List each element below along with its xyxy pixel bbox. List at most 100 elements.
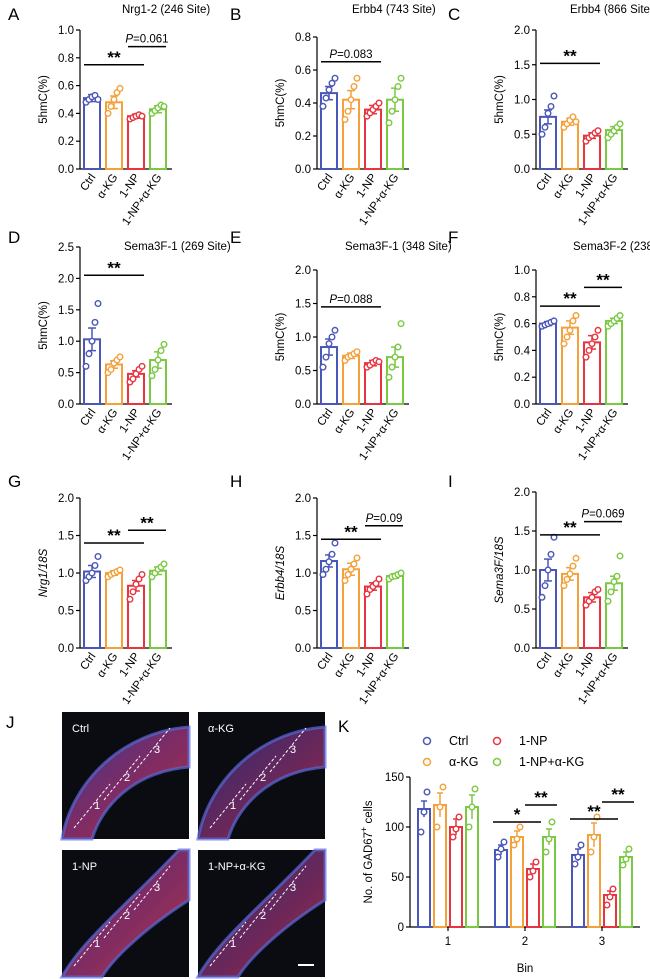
chart-title: Erbb4 (866 Site) bbox=[570, 4, 650, 16]
data-point bbox=[132, 580, 140, 588]
x-tick-label: Ctrl bbox=[534, 172, 554, 194]
y-tick-label: 0.5 bbox=[514, 129, 530, 141]
y-axis-label: Erbb4/18S bbox=[275, 546, 287, 601]
data-point bbox=[619, 861, 627, 869]
data-point bbox=[129, 375, 137, 383]
data-point bbox=[391, 353, 399, 361]
bar bbox=[605, 319, 623, 406]
bar bbox=[510, 836, 524, 928]
data-point bbox=[388, 107, 396, 115]
panel-label: A bbox=[8, 5, 20, 24]
significance-stars: ** bbox=[587, 802, 601, 821]
data-point bbox=[526, 873, 534, 881]
y-tick-label: 0.2 bbox=[514, 372, 530, 384]
y-tick-label: 0.5 bbox=[514, 604, 530, 616]
y-tick-label: 1.0 bbox=[295, 568, 311, 580]
data-point bbox=[138, 571, 146, 579]
data-point bbox=[610, 578, 618, 586]
y-axis-label: 5hmC(%) bbox=[275, 313, 287, 362]
data-point bbox=[160, 102, 168, 110]
chart-title: Nrg1-2 (246 Site) bbox=[122, 4, 210, 16]
y-axis-label: Nrg1/18S bbox=[38, 548, 50, 597]
y-tick-label: 1.5 bbox=[514, 60, 530, 72]
y-tick-label: 1.5 bbox=[58, 305, 74, 317]
data-point bbox=[94, 300, 102, 308]
y-tick-label: 2.5 bbox=[58, 242, 74, 254]
y-tick-label: 0.5 bbox=[58, 368, 74, 380]
data-point bbox=[388, 363, 396, 371]
data-point bbox=[328, 333, 336, 341]
micrograph-label: Ctrl bbox=[72, 723, 89, 735]
data-point bbox=[560, 582, 568, 590]
data-point bbox=[322, 565, 330, 573]
data-point bbox=[548, 818, 556, 826]
y-tick-label: 150 bbox=[385, 772, 404, 784]
x-tick-label: 3 bbox=[599, 936, 605, 948]
data-point bbox=[532, 858, 540, 866]
p-value-label: P=0.088 bbox=[329, 294, 372, 306]
y-tick-label: 0.0 bbox=[514, 399, 530, 411]
y-tick-label: 2.0 bbox=[295, 493, 311, 505]
data-point bbox=[588, 340, 596, 348]
y-tick-label: 0.5 bbox=[295, 606, 311, 618]
data-point bbox=[577, 841, 585, 849]
significance-stars: ** bbox=[107, 526, 121, 545]
tissue-section bbox=[198, 727, 325, 839]
y-tick-label: 0.2 bbox=[295, 131, 311, 143]
data-point bbox=[594, 127, 602, 135]
y-tick-label: 1.0 bbox=[295, 332, 311, 344]
data-point bbox=[107, 102, 115, 110]
bin-number: 2 bbox=[124, 910, 130, 922]
y-tick-label: 1.0 bbox=[58, 25, 74, 37]
data-point bbox=[375, 99, 383, 107]
micrograph-0: Ctrl 1 2 3 bbox=[60, 712, 191, 841]
data-point bbox=[353, 554, 361, 562]
legend-marker bbox=[492, 736, 502, 746]
data-point bbox=[587, 848, 595, 856]
y-axis-label: 5hmC(%) bbox=[275, 79, 287, 128]
y-tick-label: 1.0 bbox=[58, 568, 74, 580]
micrograph-3: 1-NP+α-KG 1 2 3 bbox=[195, 848, 327, 979]
panel-label: I bbox=[448, 472, 453, 491]
panel-label: C bbox=[448, 5, 460, 24]
data-point bbox=[129, 588, 137, 596]
data-point bbox=[116, 353, 124, 361]
x-tick-label: α-KG bbox=[551, 651, 576, 680]
bin-divider bbox=[103, 893, 141, 939]
data-point bbox=[160, 560, 168, 568]
bin-number: 1 bbox=[230, 938, 236, 950]
chart-title: Erbb4 (743 Site) bbox=[352, 4, 436, 16]
data-point bbox=[471, 785, 479, 793]
data-point bbox=[607, 588, 615, 596]
data-point bbox=[94, 553, 102, 561]
y-tick-label: 1.0 bbox=[58, 336, 74, 348]
data-point bbox=[331, 74, 339, 82]
data-point bbox=[566, 326, 574, 334]
y-axis-label: 5hmC(%) bbox=[38, 75, 50, 124]
bar bbox=[127, 115, 145, 170]
bar bbox=[386, 575, 404, 649]
data-point bbox=[594, 326, 602, 334]
data-point bbox=[341, 115, 349, 123]
data-point bbox=[319, 571, 327, 579]
data-point bbox=[516, 823, 524, 831]
y-tick-label: 0.6 bbox=[295, 65, 311, 77]
x-tick-label: Ctrl bbox=[315, 651, 335, 673]
data-point bbox=[566, 570, 574, 578]
data-point bbox=[350, 560, 358, 568]
y-tick-label: 2.0 bbox=[58, 273, 74, 285]
data-point bbox=[585, 346, 593, 354]
data-point bbox=[603, 901, 611, 909]
y-tick-label: 0.0 bbox=[58, 399, 74, 411]
data-point bbox=[331, 326, 339, 334]
bin-number: 3 bbox=[154, 744, 160, 756]
bin-divider bbox=[73, 783, 111, 829]
data-point bbox=[436, 803, 444, 811]
x-tick-label: Ctrl bbox=[315, 407, 335, 429]
data-point bbox=[547, 550, 555, 558]
y-tick-label: 1.5 bbox=[514, 526, 530, 538]
data-point bbox=[542, 848, 550, 856]
y-tick-label: 0.0 bbox=[295, 164, 311, 176]
data-point bbox=[397, 569, 405, 577]
